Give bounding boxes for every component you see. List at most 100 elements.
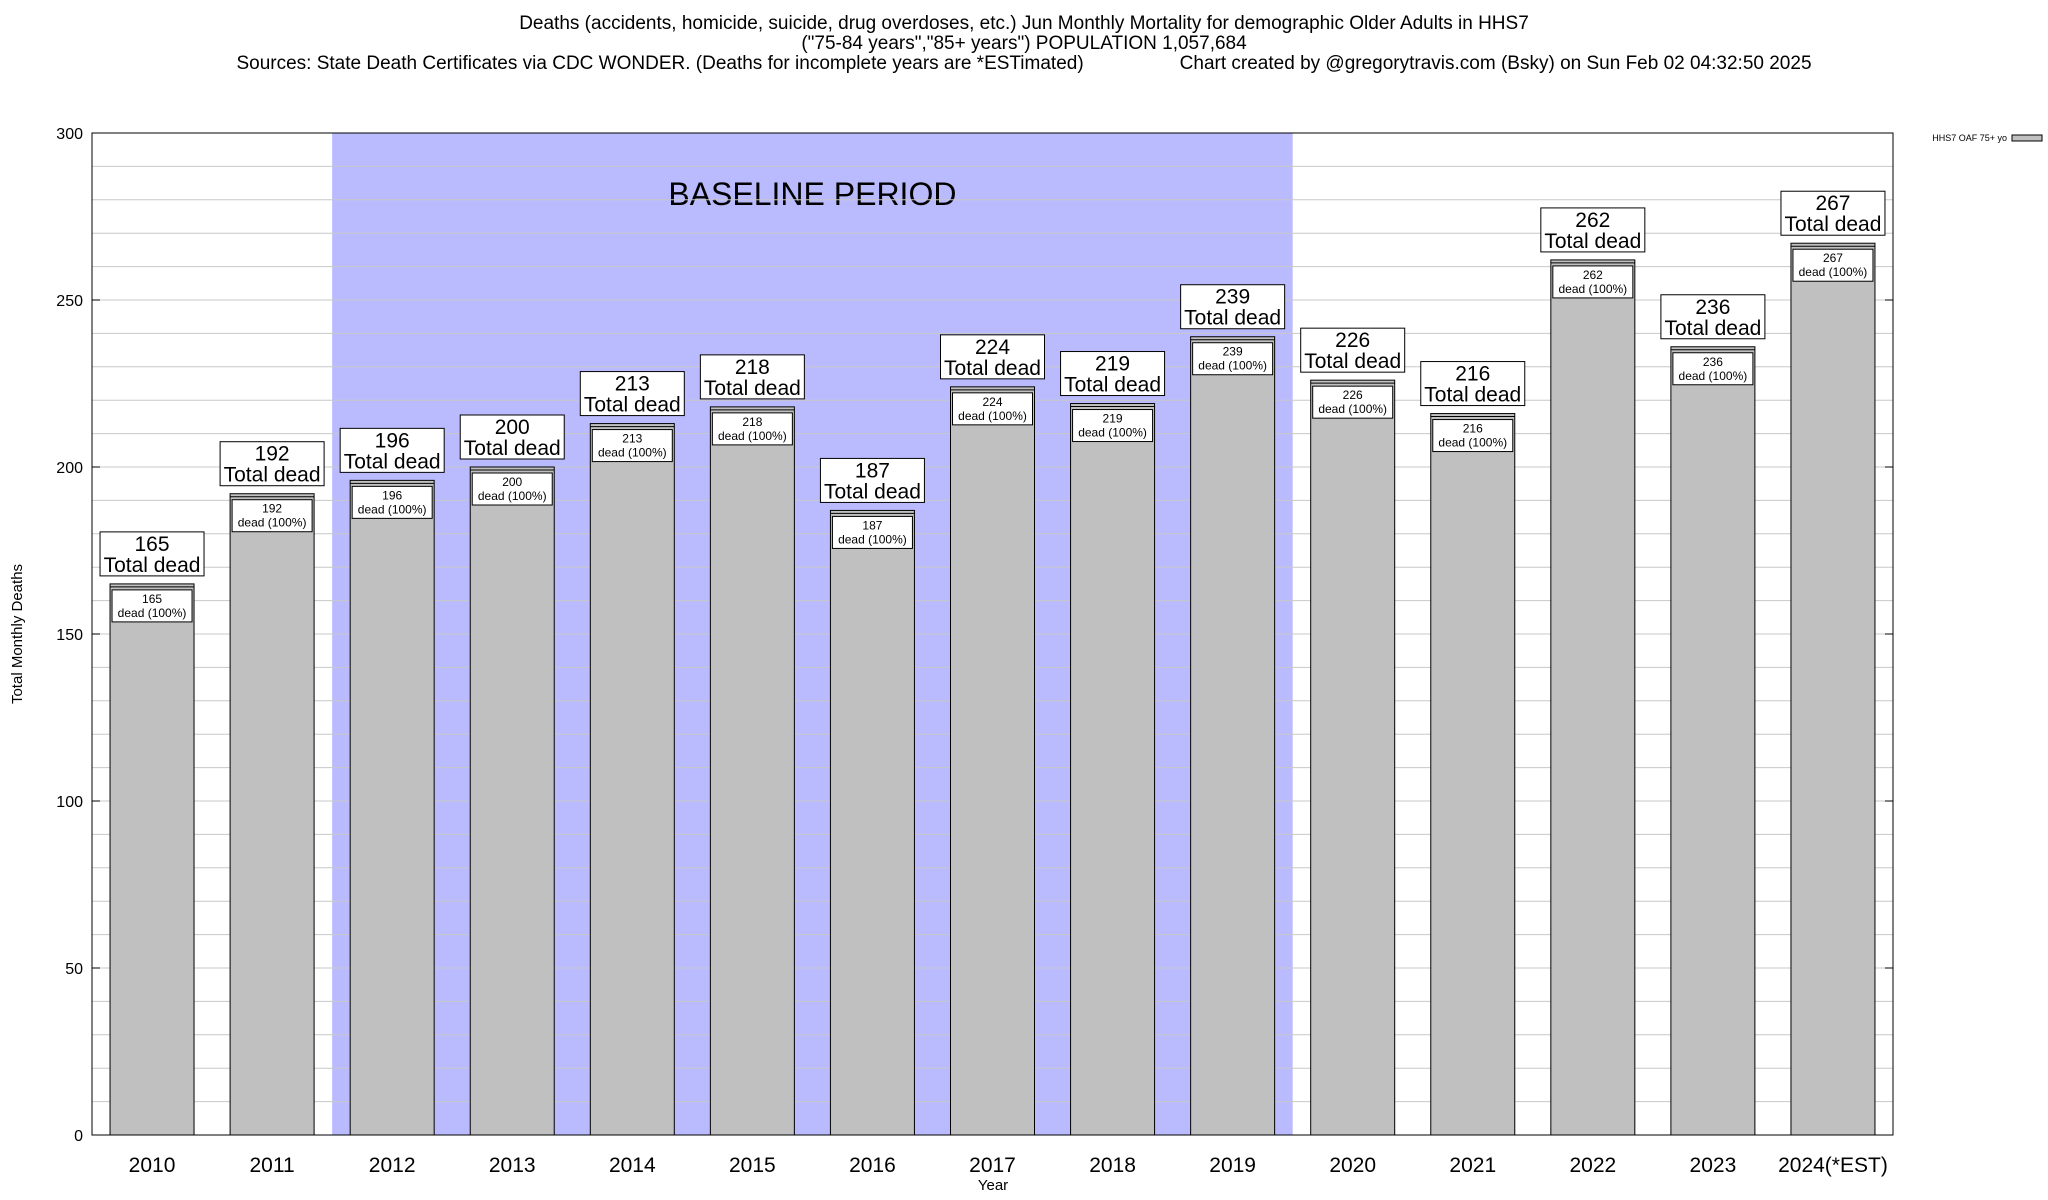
total-text-label: Total dead: [584, 394, 681, 417]
bar-2019: [1190, 336, 1276, 1136]
x-tick-label: 2011: [250, 1154, 295, 1177]
inner-label-box: [591, 429, 673, 463]
x-tick-label: 2024(*EST): [1778, 1154, 1888, 1177]
inner-value-label: 187: [862, 518, 882, 532]
x-axis-label: Year: [978, 1177, 1008, 1194]
y-tick-label: 200: [56, 460, 83, 477]
total-label-box: [819, 457, 925, 503]
inner-value-label: 262: [1583, 268, 1603, 282]
x-tick-label: 2023: [1690, 1154, 1737, 1177]
total-label-box: [459, 414, 565, 460]
x-tick-label: 2018: [1089, 1154, 1136, 1177]
inner-label-box: [351, 485, 433, 519]
inner-label-box: [1432, 419, 1514, 453]
total-value-label: 213: [615, 373, 650, 396]
total-text-label: Total dead: [1184, 307, 1281, 330]
legend-swatch: [2011, 134, 2043, 142]
x-tick-label: 2021: [1449, 1154, 1496, 1177]
bar-2015: [709, 406, 795, 1136]
inner-value-label: 165: [142, 592, 162, 606]
legend: HHS7 OAF 75+ yo: [1932, 133, 2043, 143]
bar-2024(*EST): [1790, 242, 1876, 1136]
bar-2022: [1550, 259, 1636, 1136]
chart-sources: Sources: State Death Certificates via CD…: [236, 53, 1084, 74]
total-label-box: [699, 354, 805, 400]
inner-share-label: dead (100%): [238, 516, 307, 530]
bar-2017: [950, 386, 1035, 1136]
inner-label-box: [952, 392, 1033, 426]
inner-share-label: dead (100%): [358, 502, 427, 516]
bar-2018: [1070, 403, 1156, 1136]
inner-share-label: dead (100%): [1318, 402, 1387, 416]
inner-share-label: dead (100%): [478, 489, 547, 503]
y-tick-label: 150: [56, 627, 83, 644]
inner-label-box: [1072, 409, 1154, 443]
x-tick-label: 2019: [1209, 1154, 1256, 1177]
total-value-label: 196: [375, 429, 410, 452]
x-tick-label: 2017: [969, 1154, 1016, 1177]
total-label-box: [1300, 327, 1406, 373]
total-label-box: [1060, 351, 1166, 397]
inner-label-box: [831, 515, 913, 549]
x-tick-label: 2010: [129, 1154, 176, 1177]
chart-subtitle: ("75-84 years","85+ years") POPULATION 1…: [801, 33, 1247, 54]
total-value-label: 165: [135, 533, 170, 556]
total-text-label: Total dead: [224, 464, 321, 487]
bar-2010: [109, 583, 195, 1136]
chart-sources-line: Sources: State Death Certificates via CD…: [0, 54, 2048, 74]
inner-value-label: 192: [262, 502, 282, 516]
x-tick-label: 2014: [609, 1154, 656, 1177]
total-text-label: Total dead: [824, 480, 921, 503]
bar-2013: [469, 466, 555, 1136]
total-label-box: [99, 531, 205, 577]
total-text-label: Total dead: [344, 450, 441, 473]
inner-value-label: 236: [1703, 355, 1723, 369]
inner-value-label: 218: [742, 415, 762, 429]
y-tick-label: 250: [56, 293, 83, 310]
total-label-box: [339, 427, 445, 473]
total-label-box: [1540, 207, 1646, 253]
inner-label-box: [471, 472, 553, 506]
inner-label-box: [1552, 265, 1634, 299]
bar-2016: [829, 509, 915, 1136]
total-text-label: Total dead: [1785, 213, 1882, 236]
total-value-label: 267: [1815, 192, 1850, 215]
total-text-label: Total dead: [464, 437, 561, 460]
inner-label-box: [231, 499, 313, 533]
bar-2020: [1310, 379, 1396, 1136]
inner-share-label: dead (100%): [1799, 265, 1868, 279]
x-tick-label: 2015: [729, 1154, 776, 1177]
chart-title: Deaths (accidents, homicide, suicide, dr…: [519, 13, 1529, 34]
total-text-label: Total dead: [944, 357, 1041, 380]
total-label-box: [1780, 190, 1886, 236]
total-value-label: 216: [1455, 363, 1490, 386]
total-value-label: 236: [1695, 296, 1730, 319]
total-value-label: 192: [255, 443, 290, 466]
legend-entry-label: HHS7 OAF 75+ yo: [1932, 133, 2007, 143]
total-label-box: [1660, 294, 1766, 340]
total-label-box: [1180, 284, 1286, 330]
inner-label-box: [1192, 342, 1274, 376]
inner-share-label: dead (100%): [958, 409, 1027, 423]
total-label-box: [1420, 361, 1526, 407]
baseline-label: BASELINE PERIOD: [668, 176, 956, 212]
x-tick-label: 2016: [849, 1154, 896, 1177]
bar-2021: [1430, 413, 1516, 1136]
inner-label-box: [1672, 352, 1754, 386]
total-text-label: Total dead: [104, 554, 201, 577]
inner-share-label: dead (100%): [598, 446, 667, 460]
total-value-label: 187: [855, 459, 890, 482]
total-label-box: [219, 441, 325, 487]
x-tick-label: 2013: [489, 1154, 536, 1177]
inner-share-label: dead (100%): [838, 532, 907, 546]
total-text-label: Total dead: [1064, 374, 1161, 397]
total-value-label: 224: [975, 336, 1010, 359]
inner-share-label: dead (100%): [1558, 282, 1627, 296]
total-text-label: Total dead: [1544, 230, 1641, 253]
x-tick-label: 2020: [1329, 1154, 1376, 1177]
total-text-label: Total dead: [1664, 317, 1761, 340]
total-value-label: 226: [1335, 329, 1370, 352]
inner-value-label: 216: [1463, 422, 1483, 436]
